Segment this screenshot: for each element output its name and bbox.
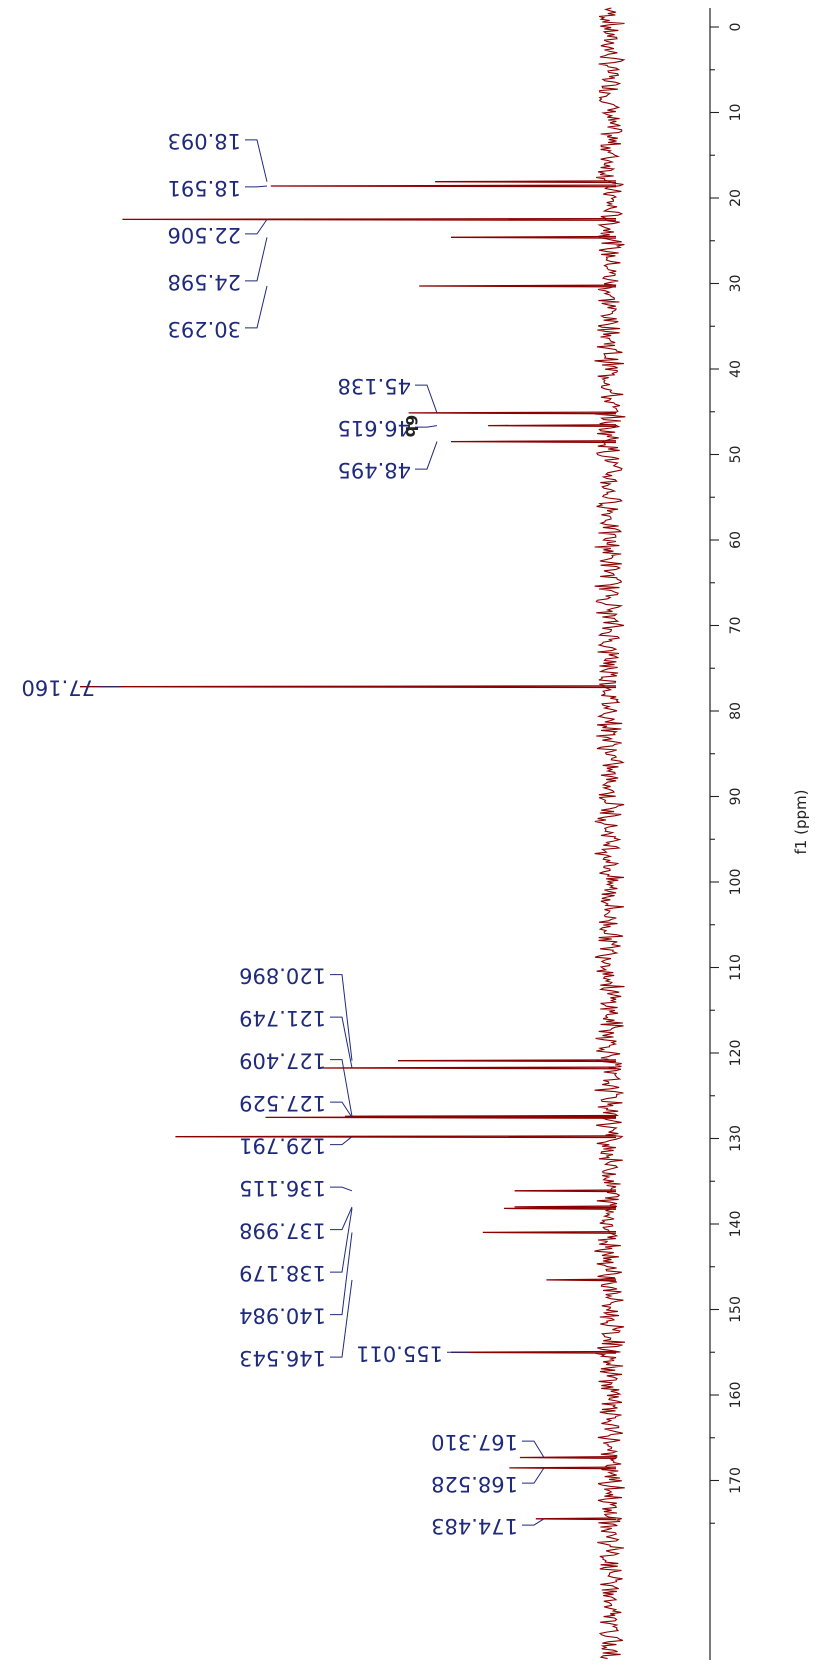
peak-connector-18.591 — [245, 185, 268, 188]
peak-label-120.896: 120.896 — [239, 964, 326, 988]
x-tick-label: 110 — [728, 954, 744, 981]
peak-line-24.598 — [450, 235, 617, 239]
baseline-noise — [594, 7, 626, 1660]
x-tick-label: 130 — [728, 1125, 744, 1152]
peak-connector-129.791 — [330, 1136, 353, 1146]
peak-label-129.791: 129.791 — [239, 1134, 326, 1158]
x-tick-label: 100 — [728, 869, 744, 896]
peak-line-48.495 — [450, 440, 617, 444]
peak-label-168.528: 168.528 — [431, 1472, 518, 1496]
x-tick-label: 70 — [728, 617, 744, 635]
peak-connector-174.483 — [522, 1518, 545, 1526]
peak-label-connectors — [99, 139, 545, 1526]
chart-title: 6b — [402, 415, 421, 438]
x-axis-label: f1 (ppm) — [792, 790, 810, 855]
peak-connector-137.998 — [330, 1206, 353, 1231]
x-tick-label: 0 — [728, 23, 744, 32]
x-tick-label: 60 — [728, 531, 744, 549]
peak-line-155.011 — [450, 1350, 617, 1354]
x-tick-label: 90 — [728, 788, 744, 806]
peak-connector-48.495 — [415, 441, 438, 470]
peak-connector-127.529 — [330, 1101, 353, 1118]
x-tick-label: 140 — [728, 1211, 744, 1238]
peak-connector-46.615 — [415, 425, 438, 428]
peak-label-138.179: 138.179 — [239, 1261, 326, 1285]
peak-line-127.529 — [265, 1115, 617, 1119]
peak-line-22.506 — [122, 217, 617, 221]
baseline-noise-trace — [594, 7, 626, 1660]
peak-connector-127.409 — [330, 1059, 353, 1117]
peak-line-168.528 — [509, 1466, 617, 1470]
x-tick-label: 120 — [728, 1040, 744, 1067]
x-tick-label: 10 — [728, 104, 744, 122]
peak-line-140.984 — [482, 1230, 617, 1234]
peak-connector-146.543 — [330, 1279, 353, 1358]
peak-connector-140.984 — [330, 1232, 353, 1316]
peak-line-46.615 — [488, 424, 617, 428]
peak-label-140.984: 140.984 — [239, 1304, 326, 1328]
peak-connector-138.179 — [330, 1208, 353, 1273]
peak-label-46.615: 46.615 — [338, 416, 411, 440]
x-tick-label: 150 — [728, 1296, 744, 1323]
peak-label-127.409: 127.409 — [239, 1049, 326, 1073]
peak-line-77.160 — [79, 685, 617, 689]
peak-label-167.310: 167.310 — [431, 1430, 518, 1454]
peak-connector-18.093 — [245, 139, 268, 182]
peak-line-167.310 — [519, 1456, 617, 1459]
peak-labels: 18.093 18.591 22.506 24.598 30.293 45.138 46.6… — [22, 129, 518, 1538]
x-tick-label: 160 — [728, 1382, 744, 1409]
peak-label-127.529: 127.529 — [239, 1091, 326, 1115]
peak-line-120.896 — [397, 1059, 617, 1063]
peak-connector-120.896 — [330, 974, 353, 1061]
peak-label-77.160: 77.160 — [22, 676, 95, 700]
peak-line-146.543 — [546, 1278, 617, 1282]
peak-connector-22.506 — [245, 219, 268, 235]
peak-label-24.598: 24.598 — [168, 270, 241, 294]
peak-line-18.591 — [270, 184, 617, 188]
x-tick-label: 80 — [728, 702, 744, 720]
peak-label-45.138: 45.138 — [338, 374, 411, 398]
x-tick-label: 170 — [728, 1467, 744, 1494]
x-axis: 0 10 20 30 40 50 60 70 80 90 100 110 120 130 140 150 160… — [709, 8, 744, 1660]
peak-connector-24.598 — [245, 237, 268, 282]
peak-label-30.293: 30.293 — [168, 317, 241, 341]
peak-label-48.495: 48.495 — [338, 458, 411, 482]
peak-label-146.543: 146.543 — [239, 1346, 326, 1370]
x-tick-label: 20 — [728, 189, 744, 207]
peak-line-174.483 — [535, 1517, 617, 1521]
x-tick-label: 30 — [728, 275, 744, 293]
peak-connector-121.749 — [330, 1016, 353, 1069]
peak-label-155.011: 155.011 — [356, 1341, 443, 1365]
peak-line-129.791 — [175, 1135, 617, 1139]
x-tick-label: 50 — [728, 446, 744, 464]
peak-label-22.506: 22.506 — [168, 223, 241, 247]
peak-connector-167.310 — [522, 1440, 545, 1458]
peak-line-30.293 — [419, 284, 617, 288]
peak-line-121.749 — [318, 1066, 617, 1070]
peak-line-136.115 — [514, 1189, 617, 1193]
peak-line-18.093 — [435, 180, 617, 184]
peak-connector-168.528 — [522, 1467, 545, 1484]
peak-connector-45.138 — [415, 384, 438, 414]
peak-label-18.591: 18.591 — [168, 176, 241, 200]
x-tick-label: 40 — [728, 360, 744, 378]
peak-line-138.179 — [503, 1206, 617, 1210]
peak-label-174.483: 174.483 — [431, 1514, 518, 1538]
peak-label-137.998: 137.998 — [239, 1219, 326, 1243]
peak-connector-136.115 — [330, 1186, 353, 1192]
peak-lines — [79, 180, 617, 1521]
peak-label-121.749: 121.749 — [239, 1006, 326, 1030]
peak-label-136.115: 136.115 — [239, 1176, 326, 1200]
peak-label-18.093: 18.093 — [168, 129, 241, 153]
peak-line-45.138 — [408, 411, 617, 415]
peak-connector-30.293 — [245, 285, 268, 329]
